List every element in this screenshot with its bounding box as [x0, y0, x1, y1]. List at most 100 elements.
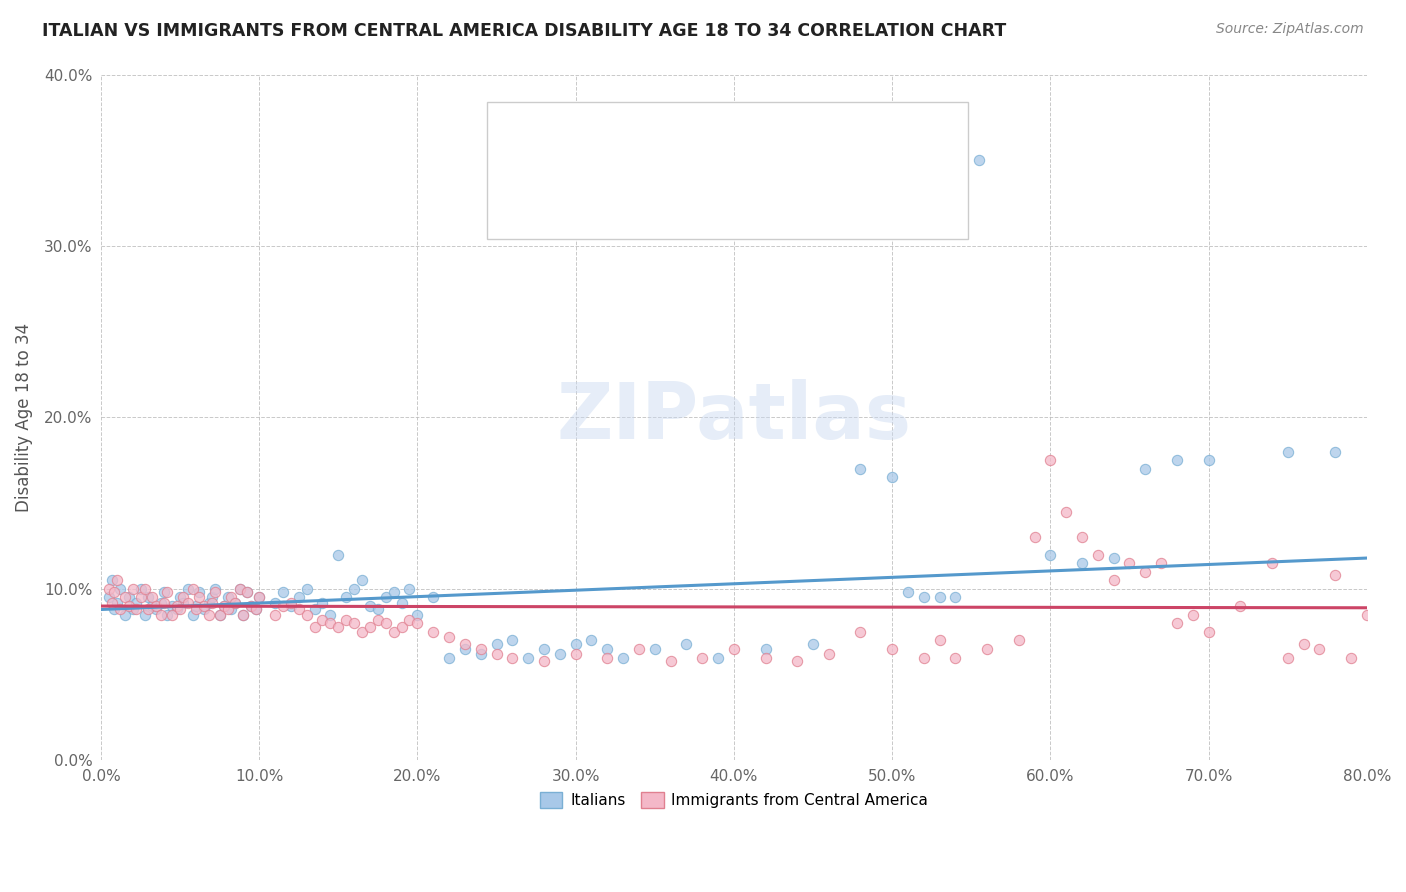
Point [311, 613, 333, 627]
Point [1198, 453, 1220, 467]
Point [264, 596, 287, 610]
Point [581, 633, 603, 648]
Point [141, 591, 163, 605]
Point [166, 599, 188, 613]
Point [367, 613, 389, 627]
Point [1118, 556, 1140, 570]
Point [295, 607, 318, 622]
Point [391, 596, 413, 610]
Point [675, 637, 697, 651]
Point [153, 596, 176, 610]
Point [1340, 650, 1362, 665]
Point [150, 596, 173, 610]
Point [247, 591, 270, 605]
Point [118, 599, 141, 613]
Point [245, 602, 267, 616]
Point [517, 650, 540, 665]
Point [1166, 453, 1188, 467]
Point [328, 548, 350, 562]
Point [470, 647, 492, 661]
Point [690, 650, 713, 665]
Point [181, 607, 204, 622]
Point [224, 596, 246, 610]
Point [304, 602, 326, 616]
Point [235, 585, 257, 599]
Point [138, 591, 160, 605]
Point [1229, 599, 1251, 613]
Point [786, 654, 808, 668]
Text: ZIPatlas: ZIPatlas [557, 379, 911, 456]
Point [398, 582, 420, 596]
Point [1181, 607, 1204, 622]
Point [264, 607, 287, 622]
Point [150, 607, 173, 622]
Point [129, 591, 152, 605]
Point [912, 650, 935, 665]
Y-axis label: Disability Age 18 to 34: Disability Age 18 to 34 [15, 323, 32, 512]
Point [319, 616, 342, 631]
Point [166, 602, 188, 616]
Text: Source: ZipAtlas.com: Source: ZipAtlas.com [1216, 22, 1364, 37]
Point [134, 582, 156, 596]
Point [145, 602, 167, 616]
Point [882, 470, 904, 484]
Point [627, 642, 650, 657]
Point [177, 582, 200, 596]
Point [1277, 444, 1299, 458]
Point [295, 582, 318, 596]
Point [382, 585, 405, 599]
Point [391, 620, 413, 634]
Point [1355, 607, 1378, 622]
Point [398, 613, 420, 627]
Point [501, 650, 523, 665]
Point [1198, 624, 1220, 639]
Point [287, 602, 309, 616]
Point [1087, 548, 1109, 562]
Point [169, 602, 191, 616]
Point [304, 620, 326, 634]
Point [121, 602, 143, 616]
Point [1135, 565, 1157, 579]
Point [125, 602, 148, 616]
Point [470, 642, 492, 657]
Point [596, 650, 619, 665]
Point [596, 642, 619, 657]
Point [928, 633, 950, 648]
Point [723, 642, 745, 657]
Point [485, 647, 508, 661]
Point [343, 616, 366, 631]
Point [214, 599, 236, 613]
Point [201, 596, 224, 610]
Point [271, 585, 294, 599]
Point [97, 582, 120, 596]
Point [247, 591, 270, 605]
Point [108, 582, 131, 596]
Point [945, 650, 967, 665]
Point [114, 591, 136, 605]
Point [184, 599, 207, 613]
Point [849, 624, 872, 639]
Point [160, 607, 183, 622]
Point [328, 620, 350, 634]
Point [335, 591, 357, 605]
Point [1071, 556, 1094, 570]
Legend: Italians, Immigrants from Central America: Italians, Immigrants from Central Americ… [533, 786, 935, 814]
Point [224, 596, 246, 610]
Point [350, 624, 373, 639]
Point [1039, 453, 1062, 467]
Point [1008, 633, 1031, 648]
Point [659, 654, 682, 668]
Point [280, 596, 302, 610]
Point [204, 585, 226, 599]
Point [232, 607, 254, 622]
Point [219, 602, 242, 616]
Point [564, 637, 586, 651]
Point [101, 574, 124, 588]
Point [454, 637, 477, 651]
Point [1292, 637, 1315, 651]
Point [145, 599, 167, 613]
Point [156, 607, 179, 622]
Point [217, 591, 239, 605]
Point [97, 591, 120, 605]
Point [374, 591, 396, 605]
